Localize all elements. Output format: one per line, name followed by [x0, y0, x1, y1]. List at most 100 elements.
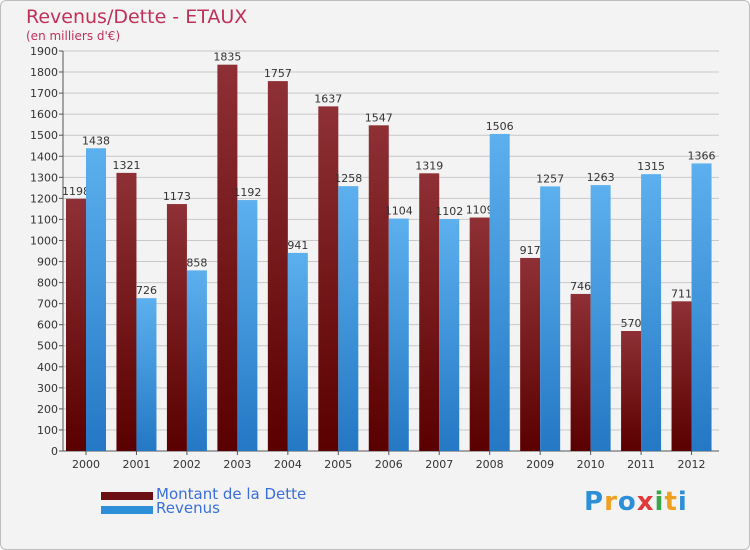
y-tick-label: 1100	[30, 213, 58, 226]
brand-logo-letter: P	[584, 487, 605, 517]
y-tick-label: 900	[37, 256, 58, 269]
data-label-dette: 1198	[62, 185, 90, 198]
x-tick-label: 2006	[375, 458, 403, 471]
y-tick-label: 1500	[30, 129, 58, 142]
bar-dette	[166, 204, 187, 451]
bar-dette	[318, 106, 339, 452]
data-label-dette: 1547	[365, 111, 393, 124]
data-label-dette: 1835	[213, 51, 241, 64]
y-tick-label: 1000	[30, 234, 58, 247]
data-label-dette: 1109	[466, 204, 494, 217]
data-label-dette: 570	[621, 317, 642, 330]
x-tick-label: 2012	[678, 458, 706, 471]
data-label-revenus: 1192	[233, 186, 261, 199]
y-tick-label: 1600	[30, 108, 58, 121]
bar-revenus	[186, 270, 207, 451]
data-label-revenus: 858	[186, 256, 207, 269]
x-tick-label: 2002	[173, 458, 201, 471]
bar-revenus	[590, 185, 611, 451]
y-tick-label: 600	[37, 319, 58, 332]
y-tick-label: 400	[37, 361, 58, 374]
chart-title: Revenus/Dette - ETAUX	[26, 6, 248, 28]
data-label-revenus: 1263	[587, 171, 615, 184]
bar-revenus	[237, 200, 258, 451]
y-tick-label: 100	[37, 424, 58, 437]
data-label-dette: 1757	[264, 67, 292, 80]
x-tick-label: 2007	[425, 458, 453, 471]
brand-logo-letter: x	[636, 487, 655, 517]
bar-dette	[621, 331, 642, 451]
brand-logo-letter: i	[654, 487, 665, 517]
data-label-revenus: 1104	[385, 205, 413, 218]
bar-revenus	[641, 174, 662, 451]
y-tick-label: 1800	[30, 66, 58, 79]
x-tick-label: 2009	[526, 458, 554, 471]
data-label-dette: 917	[520, 244, 541, 257]
data-label-revenus: 1257	[536, 172, 564, 185]
y-tick-label: 200	[37, 403, 58, 416]
data-label-revenus: 1258	[334, 172, 362, 185]
data-label-dette: 1173	[163, 190, 191, 203]
bar-dette	[267, 81, 288, 452]
bar-revenus	[287, 252, 308, 451]
x-tick-label: 2003	[223, 458, 251, 471]
bar-dette	[570, 293, 591, 451]
bar-dette	[469, 217, 490, 451]
bar-dette	[66, 198, 86, 451]
legend-label-revenus: Revenus	[156, 499, 220, 517]
data-label-dette: 1319	[415, 159, 443, 172]
data-label-revenus: 726	[136, 284, 157, 297]
data-label-revenus: 1506	[486, 120, 514, 133]
x-tick-label: 2008	[476, 458, 504, 471]
brand-logo-letter: o	[617, 487, 637, 517]
data-label-revenus: 941	[287, 239, 308, 252]
bar-revenus	[489, 133, 510, 451]
bar-dette	[116, 172, 137, 452]
data-label-dette: 746	[570, 280, 591, 293]
y-tick-label: 1900	[30, 45, 58, 58]
brand-logo: Proxiti	[584, 487, 688, 517]
x-tick-label: 2011	[627, 458, 655, 471]
legend-swatch-revenus	[101, 506, 153, 514]
bar-dette	[671, 301, 692, 451]
y-tick-label: 500	[37, 340, 58, 353]
x-tick-label: 2004	[274, 458, 302, 471]
bar-revenus	[388, 218, 409, 451]
x-tick-label: 2005	[324, 458, 352, 471]
x-tick-label: 2000	[72, 458, 100, 471]
data-label-revenus: 1315	[637, 160, 665, 173]
bar-revenus	[439, 219, 460, 451]
bar-revenus	[86, 148, 106, 451]
y-tick-label: 700	[37, 298, 58, 311]
data-label-revenus: 1366	[688, 149, 716, 162]
brand-logo-letter: t	[664, 487, 678, 517]
chart-subtitle: (en milliers d'€)	[26, 29, 121, 43]
bar-dette	[520, 257, 541, 451]
bar-dette	[368, 125, 389, 451]
y-tick-label: 1700	[30, 87, 58, 100]
legend-label-dette: Montant de la Dette	[156, 485, 307, 503]
brand-logo-letter: i	[677, 487, 688, 517]
data-label-revenus: 1102	[435, 205, 463, 218]
x-tick-label: 2010	[577, 458, 605, 471]
bar-revenus	[691, 163, 712, 451]
legend-swatch-dette	[101, 492, 153, 500]
y-tick-label: 1400	[30, 150, 58, 163]
bar-dette	[419, 173, 440, 451]
bar-revenus	[540, 186, 561, 452]
y-tick-label: 1300	[30, 171, 58, 184]
y-tick-label: 1200	[30, 192, 58, 205]
data-label-revenus: 1438	[82, 134, 110, 147]
y-tick-label: 800	[37, 277, 58, 290]
bar-revenus	[136, 298, 157, 451]
y-tick-label: 0	[51, 445, 58, 458]
data-label-dette: 1321	[112, 159, 140, 172]
x-tick-label: 2001	[122, 458, 150, 471]
brand-logo-letter: r	[604, 487, 618, 517]
bar-revenus	[338, 186, 359, 451]
data-label-dette: 711	[671, 287, 692, 300]
bar-dette	[217, 64, 238, 452]
data-label-dette: 1637	[314, 92, 342, 105]
